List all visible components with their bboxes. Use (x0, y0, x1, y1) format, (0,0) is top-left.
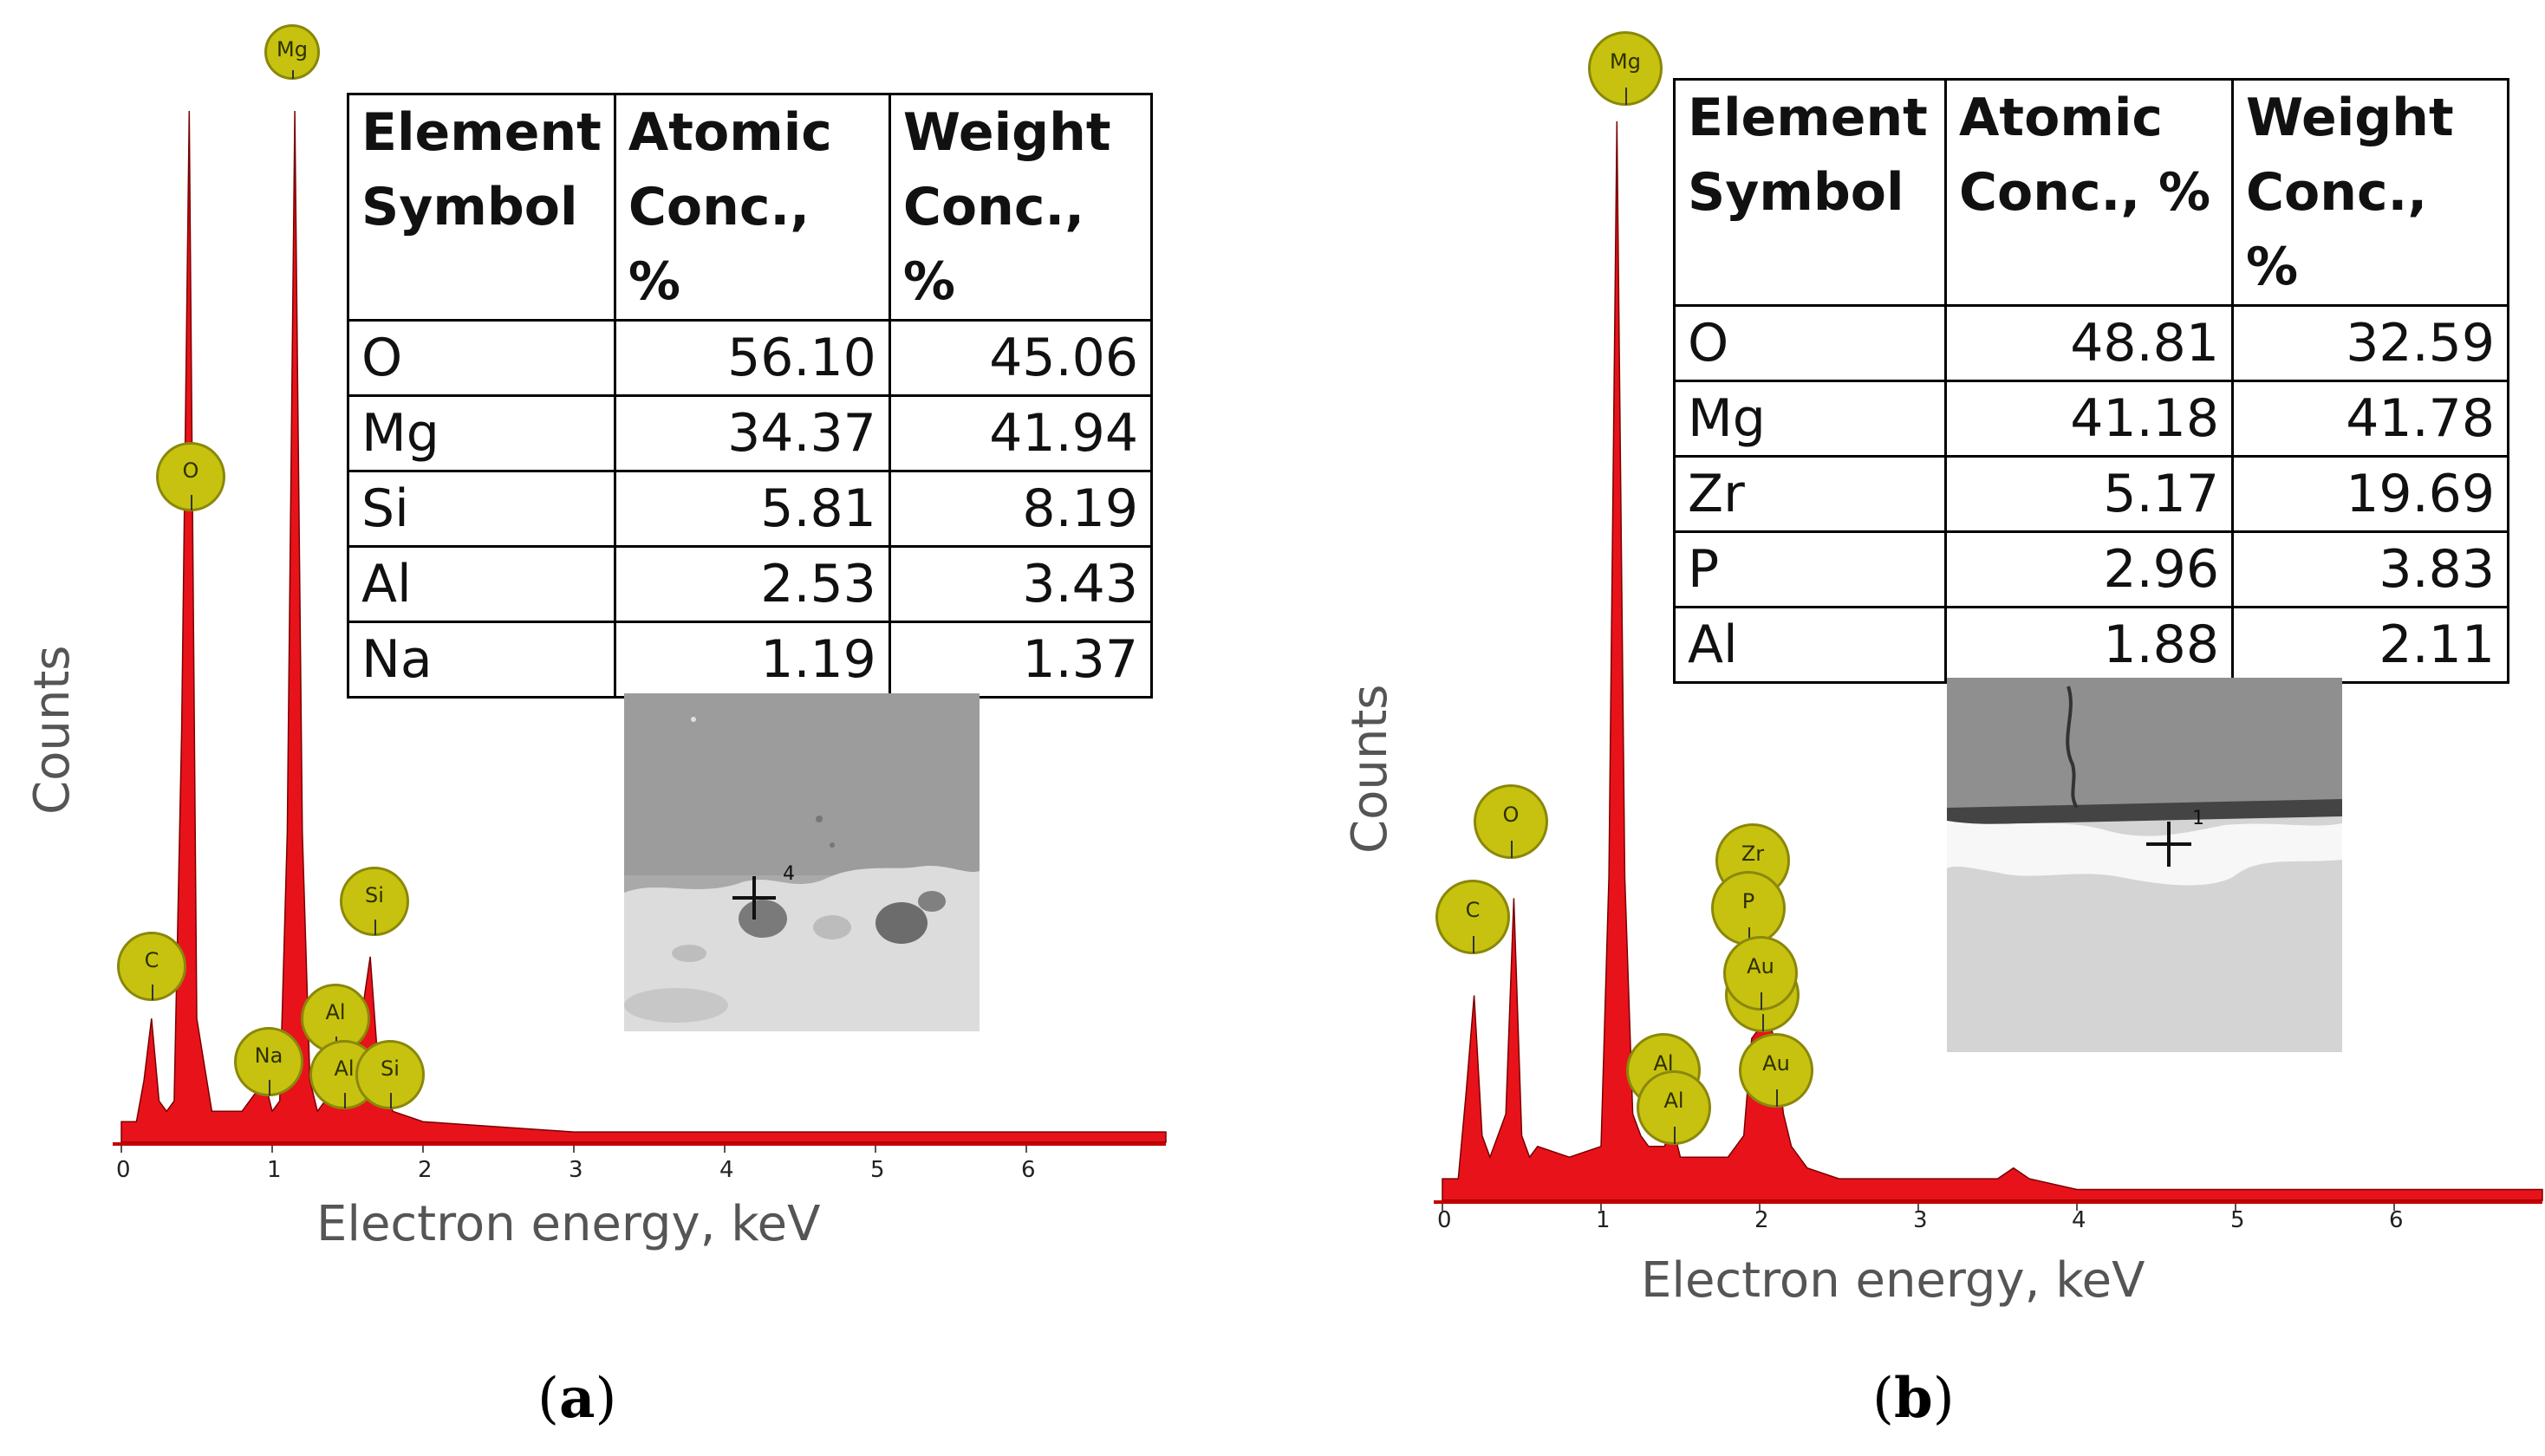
table-cell: 41.94 (888, 394, 1154, 472)
x-tick: 2 (418, 1157, 433, 1183)
table-row: O 56.10 45.06 (347, 319, 1154, 397)
peak-marker-c: C (117, 932, 186, 1001)
table-row: Si 5.81 8.19 (347, 470, 1154, 548)
table-cell: Al (1673, 606, 1947, 684)
y-axis-label: Counts (1342, 684, 1398, 854)
inset-point-label: 4 (783, 863, 795, 885)
table-cell: 5.17 (1944, 455, 2234, 533)
table-cell: Na (347, 621, 616, 699)
table-cell: Zr (1673, 455, 1947, 533)
x-tick: 6 (2389, 1207, 2404, 1233)
peak-marker-c: C (1435, 880, 1510, 954)
peak-marker-o: O (1474, 784, 1548, 859)
table-cell: P (1673, 530, 1947, 608)
table-cell: O (347, 319, 616, 397)
x-tick: 2 (1754, 1207, 1769, 1233)
x-axis-label: Electron energy, keV (316, 1196, 821, 1252)
table-header: Element Symbol (347, 93, 616, 322)
panel-label-a: (a) (537, 1366, 617, 1431)
x-tick: 0 (1437, 1207, 1452, 1233)
peak-marker-si: Si (340, 867, 409, 936)
table-cell: 1.37 (888, 621, 1154, 699)
table-cell: 41.18 (1944, 380, 2234, 458)
table-cell: Mg (1673, 380, 1947, 458)
table-row: Na 1.19 1.37 (347, 621, 1154, 699)
x-tick: 1 (1596, 1207, 1611, 1233)
table-row: O 48.81 32.59 (1673, 304, 2509, 382)
peak-marker-mg: Mg (264, 24, 320, 80)
peak-marker-p: P (1711, 871, 1786, 946)
panel-b: Counts Electron energy, keV 0 1 2 3 4 5 … (1272, 0, 2545, 1456)
table-row: Al 2.53 3.43 (347, 545, 1154, 623)
table-cell: 3.83 (2231, 530, 2509, 608)
table-header: Atomic Conc., % (613, 93, 891, 322)
table-cell: 2.96 (1944, 530, 2234, 608)
table-cell: 45.06 (888, 319, 1154, 397)
spectrum-chart-a (113, 110, 1167, 1153)
table-row: P 2.96 3.83 (1673, 530, 2509, 608)
x-tick: 6 (1021, 1157, 1036, 1183)
table-header-row: Element Symbol Atomic Conc., % Weight Conc.… (347, 93, 1154, 322)
table-cell: 1.88 (1944, 606, 2234, 684)
panel-label-b: (b) (1872, 1366, 1955, 1431)
table-cell: 1.19 (613, 621, 891, 699)
x-tick: 5 (2230, 1207, 2245, 1233)
table-cell: O (1673, 304, 1947, 382)
table-cell: Si (347, 470, 616, 548)
table-cell: Al (347, 545, 616, 623)
peak-marker-al: Al (1637, 1070, 1711, 1145)
inset-point-label: 1 (2192, 808, 2204, 829)
table-cell: 5.81 (613, 470, 891, 548)
x-tick: 4 (719, 1157, 734, 1183)
table-cell: 48.81 (1944, 304, 2234, 382)
peak-marker-au: Au (1739, 1033, 1813, 1108)
table-cell: 8.19 (888, 470, 1154, 548)
composition-table-a: Element Symbol Atomic Conc., % Weight Conc.… (347, 93, 1154, 699)
panel-a: Counts Electron energy, keV 0 1 2 3 4 5 … (0, 0, 1272, 1456)
table-row: Mg 34.37 41.94 (347, 394, 1154, 472)
x-tick: 1 (267, 1157, 282, 1183)
y-axis-label: Counts (24, 645, 81, 815)
table-header: Weight Conc., % (888, 93, 1154, 322)
table-cell: 34.37 (613, 394, 891, 472)
table-cell: 41.78 (2231, 380, 2509, 458)
table-cell: 2.11 (2231, 606, 2509, 684)
composition-table-b: Element Symbol Atomic Conc., % Weight Conc.… (1673, 78, 2509, 684)
table-cell: 32.59 (2231, 304, 2509, 382)
table-row: Zr 5.17 19.69 (1673, 455, 2509, 533)
table-header-row: Element Symbol Atomic Conc., % Weight Conc.… (1673, 78, 2509, 307)
table-row: Al 1.88 2.11 (1673, 606, 2509, 684)
table-header: Weight Conc., % (2231, 78, 2509, 307)
table-cell: 3.43 (888, 545, 1154, 623)
sem-inset-image-a: 4 (624, 693, 980, 1031)
x-tick: 3 (569, 1157, 583, 1183)
table-cell: 19.69 (2231, 455, 2509, 533)
x-tick: 3 (1913, 1207, 1928, 1233)
x-tick: 4 (2072, 1207, 2086, 1233)
x-axis-label: Electron energy, keV (1641, 1252, 2145, 1309)
table-row: Mg 41.18 41.78 (1673, 380, 2509, 458)
table-cell: Mg (347, 394, 616, 472)
table-header: Atomic Conc., % (1944, 78, 2234, 307)
table-cell: 56.10 (613, 319, 891, 397)
peak-marker-na: Na (234, 1027, 303, 1096)
x-tick: 5 (870, 1157, 885, 1183)
table-header: Element Symbol (1673, 78, 1947, 307)
peak-marker-o: O (156, 442, 225, 511)
table-cell: 2.53 (613, 545, 891, 623)
sem-inset-image-b: 1 (1947, 678, 2342, 1052)
peak-marker-mg: Mg (1588, 31, 1663, 106)
peak-marker-si: Si (355, 1040, 425, 1109)
peak-marker-au: Au (1723, 936, 1798, 1011)
spectrum-area (120, 110, 1167, 1143)
x-tick: 0 (116, 1157, 131, 1183)
